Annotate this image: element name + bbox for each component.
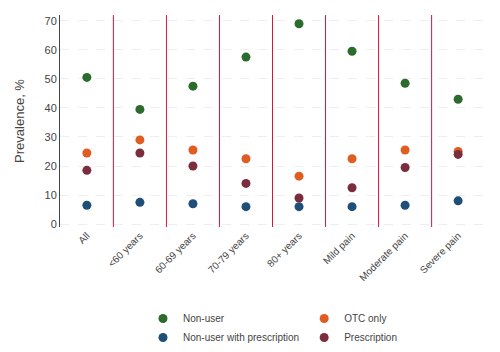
svg-text:<60 years: <60 years [106, 230, 145, 269]
svg-text:Non-user with prescription: Non-user with prescription [183, 332, 299, 343]
svg-text:0: 0 [51, 218, 57, 230]
svg-text:70: 70 [45, 15, 57, 27]
svg-text:Prescription: Prescription [344, 332, 397, 343]
svg-text:70-79 years: 70-79 years [206, 230, 251, 275]
svg-text:Mild pain: Mild pain [321, 230, 357, 266]
svg-text:60-69 years: 60-69 years [153, 230, 198, 275]
svg-text:Prevalence, %: Prevalence, % [12, 79, 27, 163]
svg-text:50: 50 [45, 73, 57, 85]
svg-text:20: 20 [45, 160, 57, 172]
svg-text:60: 60 [45, 44, 57, 56]
svg-text:40: 40 [45, 102, 57, 114]
svg-text:Non-user: Non-user [183, 313, 225, 324]
svg-text:All: All [76, 230, 92, 246]
svg-text:10: 10 [45, 189, 57, 201]
svg-text:Severe pain: Severe pain [418, 230, 464, 276]
svg-text:80+ years: 80+ years [265, 230, 304, 269]
svg-text:OTC only: OTC only [344, 313, 386, 324]
svg-text:Moderate pain: Moderate pain [357, 230, 410, 283]
svg-text:30: 30 [45, 131, 57, 143]
